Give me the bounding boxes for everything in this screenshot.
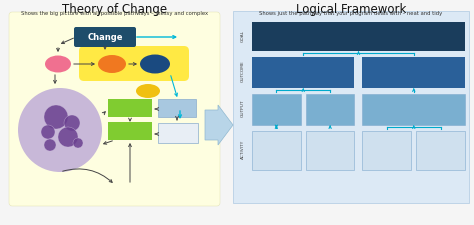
Ellipse shape xyxy=(140,54,170,74)
FancyBboxPatch shape xyxy=(306,131,355,170)
Circle shape xyxy=(73,138,83,148)
Circle shape xyxy=(64,115,80,131)
Circle shape xyxy=(41,125,55,139)
FancyBboxPatch shape xyxy=(158,123,198,143)
FancyBboxPatch shape xyxy=(252,22,465,51)
FancyArrow shape xyxy=(205,105,233,145)
FancyBboxPatch shape xyxy=(252,131,301,170)
FancyBboxPatch shape xyxy=(74,27,136,47)
FancyBboxPatch shape xyxy=(252,94,301,125)
Circle shape xyxy=(18,88,102,172)
Ellipse shape xyxy=(136,84,160,98)
Circle shape xyxy=(44,105,68,129)
FancyBboxPatch shape xyxy=(306,94,355,125)
FancyBboxPatch shape xyxy=(363,131,411,170)
FancyBboxPatch shape xyxy=(9,12,220,206)
FancyBboxPatch shape xyxy=(79,46,189,81)
Text: Theory of Change: Theory of Change xyxy=(63,3,168,16)
Text: OUTPUT: OUTPUT xyxy=(241,100,245,117)
Ellipse shape xyxy=(98,55,126,73)
Text: OUTCOME: OUTCOME xyxy=(241,61,245,82)
Text: ACTIVITY: ACTIVITY xyxy=(241,140,245,159)
Circle shape xyxy=(58,127,78,147)
Text: Logical Framework: Logical Framework xyxy=(296,3,406,16)
FancyBboxPatch shape xyxy=(158,99,196,117)
Ellipse shape xyxy=(45,56,71,72)
FancyBboxPatch shape xyxy=(252,57,355,88)
Text: Change: Change xyxy=(87,32,123,41)
Text: GOAL: GOAL xyxy=(241,29,245,41)
FancyBboxPatch shape xyxy=(108,122,152,140)
FancyBboxPatch shape xyxy=(363,57,465,88)
Text: Shows the big picture with all possible pathways – messy and complex: Shows the big picture with all possible … xyxy=(21,11,209,16)
FancyBboxPatch shape xyxy=(363,94,465,125)
Text: Shows just the pathway that your program deals with – neat and tidy: Shows just the pathway that your program… xyxy=(259,11,443,16)
Circle shape xyxy=(44,139,56,151)
FancyBboxPatch shape xyxy=(108,99,152,117)
FancyBboxPatch shape xyxy=(416,131,465,170)
FancyBboxPatch shape xyxy=(233,11,469,203)
